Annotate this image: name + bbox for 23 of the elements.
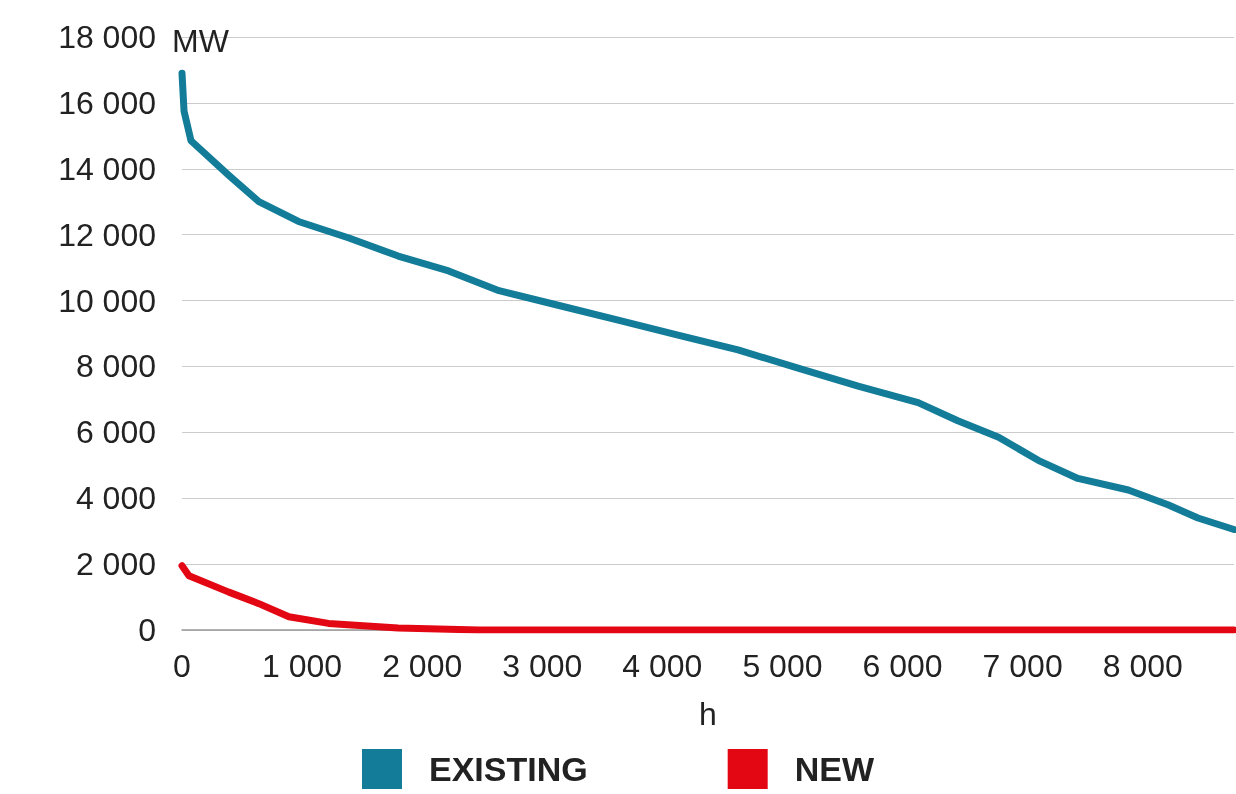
y-tick-label: 14 000 [58, 150, 156, 187]
y-tick-label: 4 000 [75, 480, 156, 517]
y-tick-label: 0 [138, 612, 156, 648]
x-axis-title: h [699, 696, 717, 732]
y-tick-label: 16 000 [58, 84, 156, 121]
y-tick-label: 8 000 [75, 348, 156, 385]
x-tick-label: 8 000 [1102, 648, 1183, 684]
x-tick-label: 6 000 [862, 648, 943, 684]
x-tick-label: 0 [173, 648, 191, 684]
x-tick-label: 2 000 [382, 648, 463, 684]
y-tick-label: 12 000 [58, 216, 156, 253]
y-tick-label: 10 000 [58, 282, 156, 319]
x-tick-label: 7 000 [982, 648, 1063, 684]
x-tick-label: 1 000 [262, 648, 343, 684]
y-axis-title: MW [172, 23, 230, 59]
y-tick-label: 18 000 [58, 19, 156, 55]
legend-label: NEW [794, 750, 875, 788]
x-tick-label: 4 000 [622, 648, 703, 684]
x-tick-label: 3 000 [502, 648, 583, 684]
y-tick-label: 2 000 [75, 546, 156, 583]
y-tick-label: 6 000 [75, 414, 156, 451]
legend-label: EXISTING [428, 750, 588, 788]
x-tick-label: 5 000 [742, 648, 823, 684]
